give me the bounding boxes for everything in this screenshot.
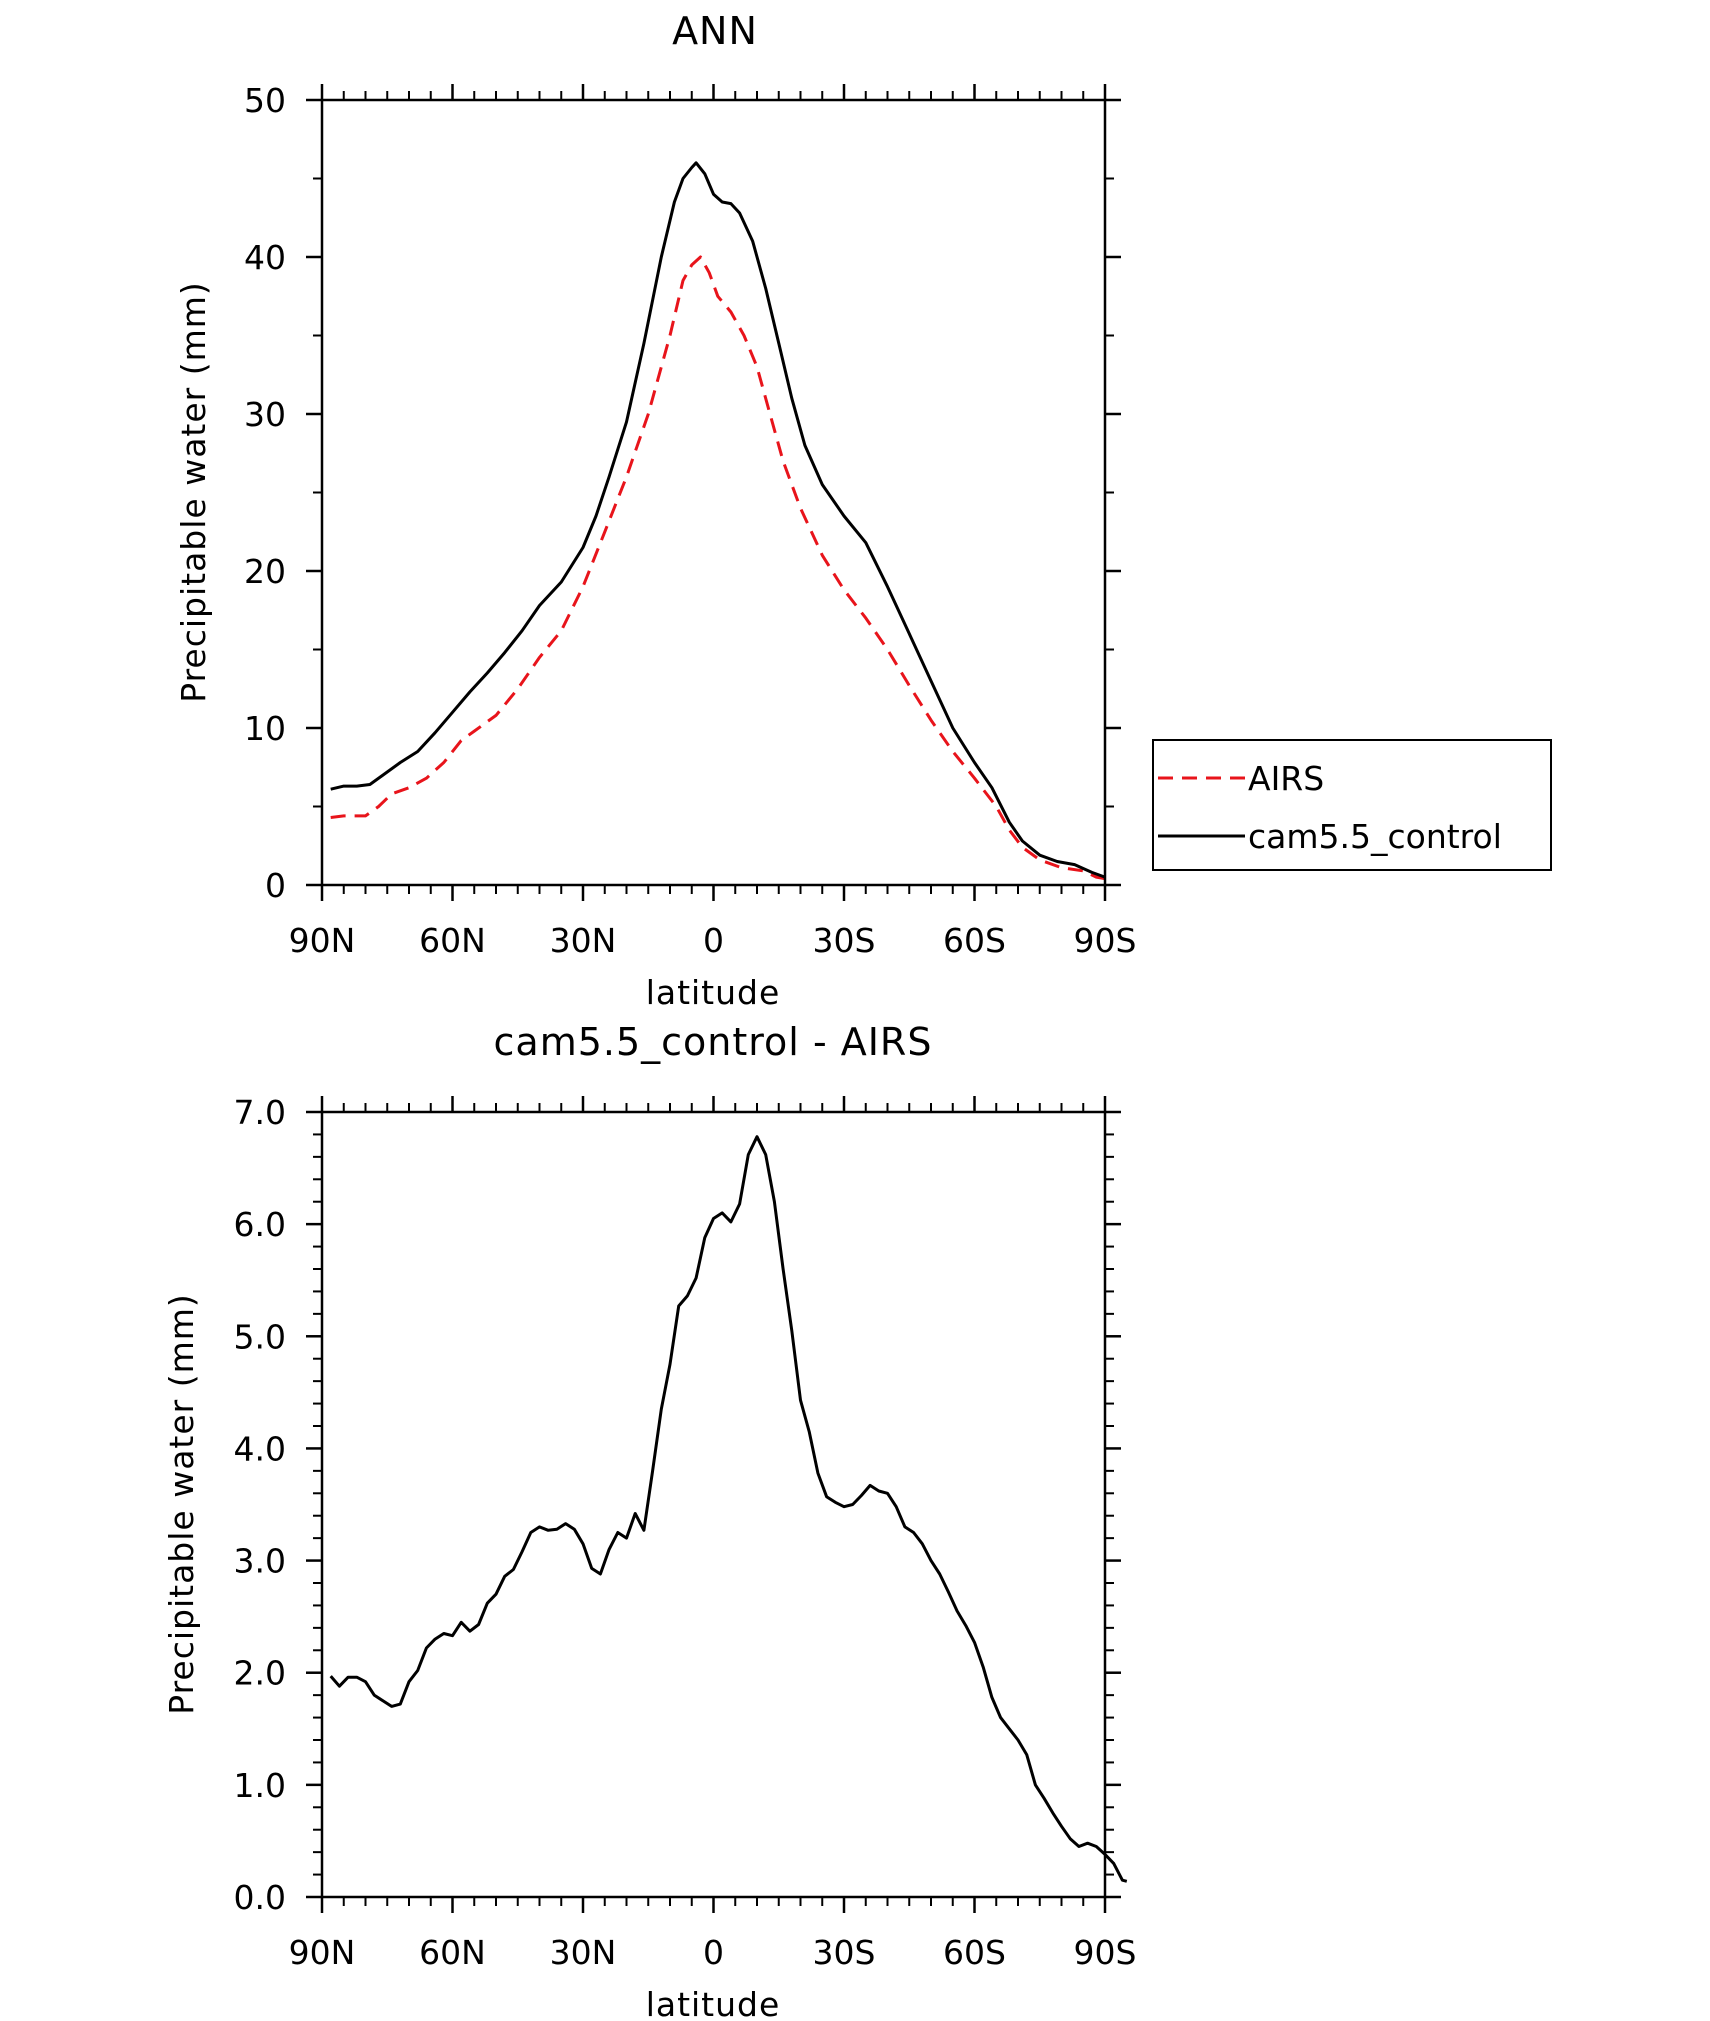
bottom-panel-x-axis-label: latitude [646, 1985, 781, 2021]
x-tick-label: 60S [943, 921, 1006, 960]
x-tick-label: 30N [550, 921, 617, 960]
y-tick-label: 50 [244, 81, 286, 120]
y-tick-label: 2.0 [234, 1654, 286, 1693]
y-tick-label: 4.0 [234, 1429, 286, 1468]
bottom-panel: cam5.5_control - AIRS 90N 60N 30N 0 30S 60S 90… [162, 1020, 1136, 2021]
y-tick-label: 7.0 [234, 1093, 286, 1132]
y-tick-label: 3.0 [234, 1542, 286, 1581]
top-panel: ANN 90N 60N 30N 0 30S 60S 90S 0 10 20 30 40 50 latit… [174, 9, 1136, 1012]
x-tick-label: 60N [419, 1933, 486, 1972]
legend-box [1152, 739, 1552, 871]
legend: AIRS cam5.5_control [1152, 739, 1552, 871]
y-tick-label: 40 [244, 238, 286, 277]
x-tick-label: 0 [703, 1933, 724, 1972]
bottom-panel-y-axis-label: Precipitable water (mm) [162, 1293, 201, 1715]
top-panel-y-axis-label: Precipitable water (mm) [174, 281, 213, 703]
y-tick-label: 0 [265, 866, 286, 905]
top-panel-series-cam5.5-control [330, 161, 1106, 879]
top-panel-series-airs [330, 255, 1106, 881]
x-tick-label: 90S [1074, 1933, 1137, 1972]
top-panel-ticks: 90N 60N 30N 0 30S 60S 90S 0 10 20 30 40 50 [244, 81, 1136, 960]
y-tick-label: 1.0 [234, 1766, 286, 1805]
x-tick-label: 0 [703, 921, 724, 960]
top-panel-frame [320, 98, 1107, 887]
x-tick-label: 60S [943, 1933, 1006, 1972]
y-tick-label: 10 [244, 709, 286, 748]
x-tick-label: 90N [289, 1933, 356, 1972]
x-tick-label: 90N [289, 921, 356, 960]
y-tick-label: 5.0 [234, 1317, 286, 1356]
bottom-panel-frame [320, 1110, 1107, 1899]
y-tick-label: 30 [244, 395, 286, 434]
y-tick-label: 0.0 [234, 1878, 286, 1917]
x-tick-label: 30S [813, 1933, 876, 1972]
x-tick-label: 30S [813, 921, 876, 960]
x-tick-label: 90S [1074, 921, 1137, 960]
x-tick-label: 30N [550, 1933, 617, 1972]
x-tick-label: 60N [419, 921, 486, 960]
top-panel-title: ANN [672, 9, 758, 53]
y-tick-label: 6.0 [234, 1205, 286, 1244]
bottom-panel-lines [329, 1135, 1128, 1883]
bottom-panel-title: cam5.5_control - AIRS [494, 1020, 933, 1064]
top-panel-lines [330, 161, 1106, 881]
bottom-panel-series-difference [329, 1135, 1128, 1883]
legend-label-airs: AIRS [1248, 759, 1324, 798]
top-panel-x-axis-label: latitude [646, 973, 781, 1012]
y-tick-label: 20 [244, 552, 286, 591]
bottom-panel-ticks: 90N 60N 30N 0 30S 60S 90S 0.0 1.0 2.0 3.0 4.0 5.0 6.0… [234, 1093, 1137, 1972]
legend-label-cam5.5-control: cam5.5_control [1248, 817, 1502, 856]
